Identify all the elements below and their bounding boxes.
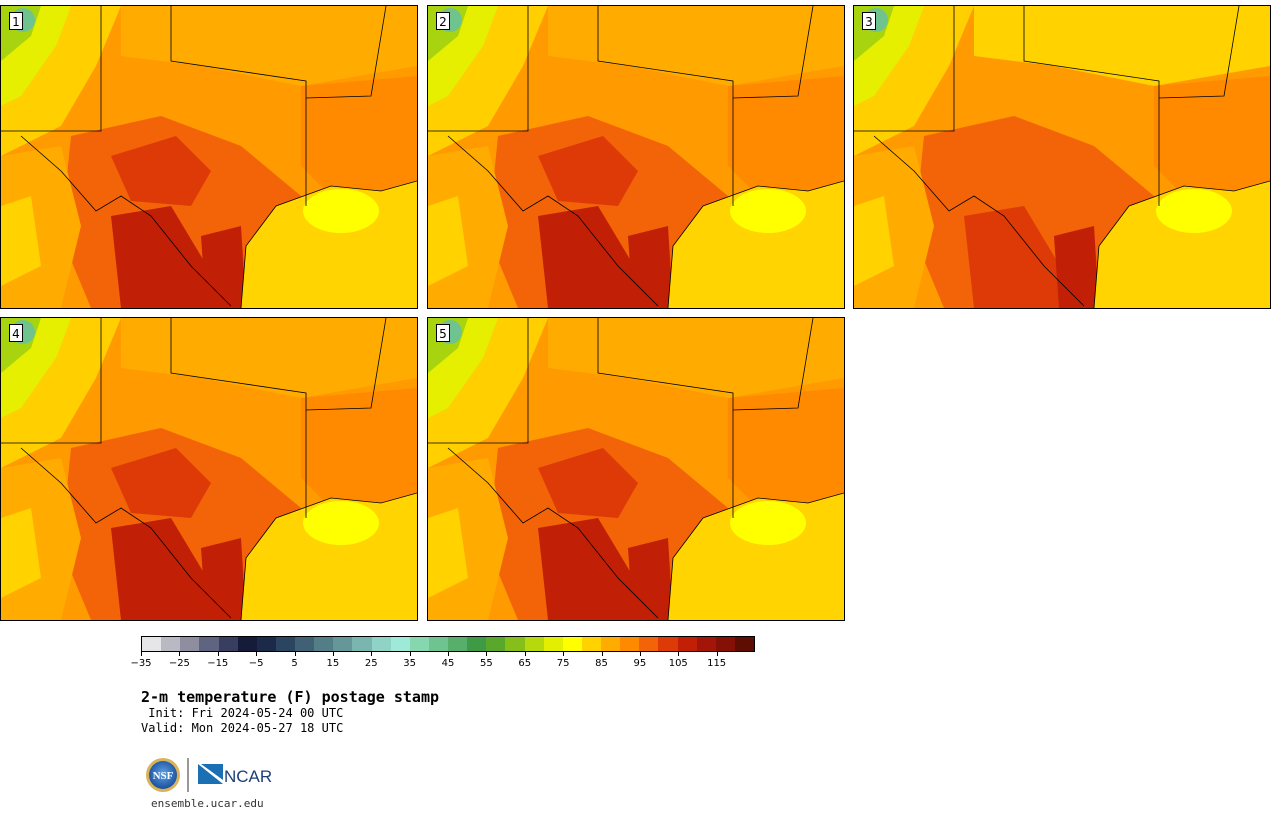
postage-stamp-4: 4 xyxy=(0,317,418,621)
colorbar-tick-label: 25 xyxy=(364,658,378,669)
temperature-map xyxy=(428,318,844,620)
colorbar-cell xyxy=(581,637,601,651)
colorbar-cell xyxy=(409,637,429,651)
colorbar-cell xyxy=(371,637,391,651)
colorbar-cell xyxy=(620,637,640,651)
colorbar-tick xyxy=(448,652,449,656)
colorbar-tick xyxy=(716,652,718,656)
colorbar-tick-label: 5 xyxy=(291,658,298,669)
colorbar-ticks: −35 −25 −15 −5 5 15 25 35 45 55 65 75 85 95 105 115 xyxy=(130,652,755,672)
colorbar-cell xyxy=(390,637,410,651)
colorbar-cell xyxy=(524,637,544,651)
init-time: Init: Fri 2024-05-24 00 UTC xyxy=(141,706,344,720)
colorbar-tick xyxy=(217,652,219,656)
colorbar-cell xyxy=(352,637,372,651)
member-label: 2 xyxy=(436,12,450,30)
colorbar-tick xyxy=(294,652,296,656)
valid-time: Valid: Mon 2024-05-27 18 UTC xyxy=(141,721,344,735)
temperature-map xyxy=(854,6,1270,308)
colorbar-cell xyxy=(505,637,525,651)
colorbar-cell xyxy=(237,637,257,651)
temperature-map xyxy=(1,6,417,308)
svg-text:NSF: NSF xyxy=(153,770,174,782)
colorbar-cell xyxy=(199,637,219,651)
colorbar-tick xyxy=(563,652,565,656)
colorbar-cell xyxy=(448,637,468,651)
colorbar-tick-label: 105 xyxy=(668,658,688,669)
colorbar-tick-label: 65 xyxy=(518,658,532,669)
colorbar-cell xyxy=(428,637,448,651)
colorbar-tick xyxy=(486,652,488,656)
colorbar-tick-label: −25 xyxy=(168,658,190,669)
postage-stamp-3: 3 xyxy=(853,5,1271,309)
colorbar-tick xyxy=(639,652,641,656)
colorbar-cell xyxy=(275,637,295,651)
colorbar-tick xyxy=(409,652,411,656)
temperature-colorbar xyxy=(141,636,755,652)
colorbar-cell xyxy=(734,637,754,651)
ncar-logo: NCAR xyxy=(198,764,272,786)
colorbar-tick-label: −35 xyxy=(130,658,152,669)
colorbar-tick-label: −5 xyxy=(248,658,264,669)
colorbar-tick xyxy=(371,652,373,656)
colorbar-tick-label: −15 xyxy=(207,658,229,669)
colorbar-cell xyxy=(142,637,162,651)
colorbar-tick xyxy=(179,652,181,656)
colorbar-cell xyxy=(658,637,678,651)
colorbar-cell xyxy=(295,637,315,651)
site-url: ensemble.ucar.edu xyxy=(151,797,264,810)
colorbar-tick xyxy=(256,652,258,656)
colorbar-tick-label: 15 xyxy=(326,658,340,669)
temperature-map xyxy=(428,6,844,308)
colorbar-cell xyxy=(256,637,276,651)
postage-stamp-2: 2 xyxy=(427,5,845,309)
svg-text:NCAR: NCAR xyxy=(224,767,272,786)
member-label: 5 xyxy=(436,324,450,342)
colorbar-cell xyxy=(467,637,487,651)
member-label: 4 xyxy=(9,324,23,342)
colorbar-tick xyxy=(332,652,334,656)
colorbar-cell xyxy=(696,637,716,651)
colorbar-cell xyxy=(486,637,506,651)
colorbar-cell xyxy=(543,637,563,651)
colorbar-cell xyxy=(218,637,238,651)
colorbar-cell xyxy=(562,637,582,651)
postage-stamp-5: 5 xyxy=(427,317,845,621)
colorbar-cell xyxy=(180,637,200,651)
colorbar-tick-label: 55 xyxy=(480,658,493,669)
colorbar-cell xyxy=(715,637,735,651)
temperature-map xyxy=(1,318,417,620)
colorbar-tick-label: 85 xyxy=(595,658,608,669)
colorbar-tick-label: 35 xyxy=(403,658,416,669)
colorbar-tick-label: 45 xyxy=(441,658,455,669)
member-label: 1 xyxy=(9,12,23,30)
member-label: 3 xyxy=(862,12,876,30)
colorbar-tick xyxy=(601,652,603,656)
colorbar-cell xyxy=(161,637,181,651)
logos: NSF NCAR xyxy=(145,756,275,794)
colorbar-tick xyxy=(678,652,680,656)
postage-stamp-1: 1 xyxy=(0,5,418,309)
colorbar-cell xyxy=(677,637,697,651)
colorbar-tick-label: 95 xyxy=(633,658,647,669)
nsf-logo: NSF xyxy=(146,758,189,792)
colorbar-cell xyxy=(314,637,334,651)
colorbar-tick xyxy=(141,652,142,656)
colorbar-tick xyxy=(524,652,526,656)
colorbar-cell xyxy=(333,637,353,651)
colorbar-cell xyxy=(639,637,659,651)
colorbar-cell xyxy=(601,637,621,651)
colorbar-tick-label: 75 xyxy=(556,658,570,669)
colorbar-tick-label: 115 xyxy=(707,658,727,669)
chart-title: 2-m temperature (F) postage stamp xyxy=(141,688,440,706)
